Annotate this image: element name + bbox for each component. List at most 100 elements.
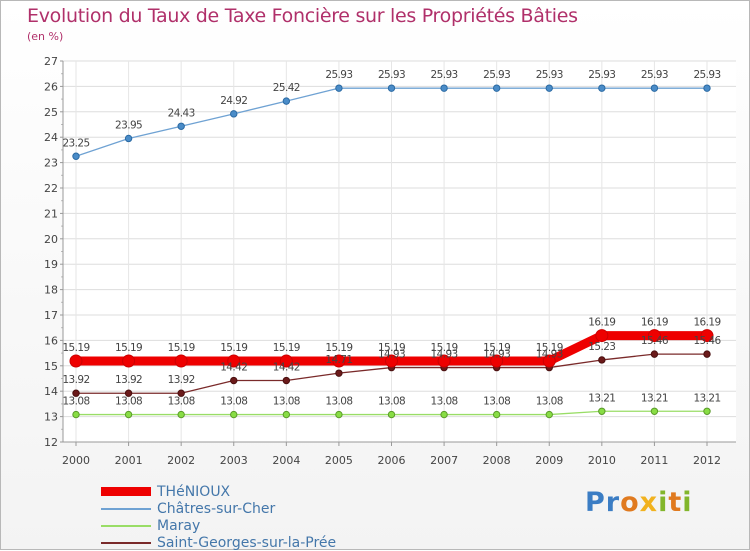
data-point	[332, 354, 346, 368]
data-label: 13.08	[536, 396, 563, 408]
data-label: 14.93	[536, 349, 563, 361]
data-point	[598, 407, 606, 415]
data-label: 14.93	[378, 349, 405, 361]
y-axis-unit: (en %)	[27, 30, 64, 43]
x-tick-label: 2008	[483, 454, 511, 467]
data-label: 25.93	[693, 69, 720, 81]
x-tick-label: 2000	[62, 454, 90, 467]
data-point	[282, 376, 291, 385]
y-tick-label: 21	[44, 207, 58, 220]
data-point	[700, 329, 714, 343]
data-point	[650, 407, 659, 415]
x-tick-label: 2005	[325, 454, 353, 467]
x-tick-label: 2011	[640, 454, 668, 467]
y-tick-label: 14	[44, 385, 58, 398]
data-point	[598, 84, 606, 92]
y-tick-label: 17	[44, 309, 58, 322]
data-point	[282, 97, 291, 105]
y-tick-label: 13	[44, 411, 58, 424]
data-label: 14.93	[483, 349, 510, 361]
data-point	[440, 410, 448, 419]
data-label: 15.19	[273, 342, 300, 354]
proxiti-logo: Proxiti	[585, 487, 693, 518]
data-point	[177, 410, 185, 419]
data-label: 13.08	[220, 396, 247, 408]
data-label: 16.19	[693, 317, 720, 329]
data-label: 13.08	[431, 396, 458, 408]
y-tick-label: 26	[44, 80, 58, 93]
data-point	[335, 369, 343, 377]
x-tick-label: 2007	[430, 454, 458, 467]
legend-label: Châtres-sur-Cher	[157, 500, 276, 517]
y-tick-label: 12	[44, 436, 58, 449]
data-point	[545, 410, 553, 419]
y-tick-label: 20	[44, 233, 58, 246]
data-point	[124, 389, 133, 397]
data-point	[124, 410, 133, 419]
data-point	[387, 410, 396, 419]
legend-label: Saint-Georges-sur-la-Prée	[157, 534, 337, 551]
y-tick-label: 27	[44, 55, 58, 68]
data-label: 13.92	[115, 374, 142, 386]
data-label: 15.19	[325, 342, 352, 354]
data-point	[282, 410, 291, 419]
data-point	[230, 376, 238, 385]
data-label: 25.93	[378, 69, 405, 81]
legend-swatch	[101, 524, 151, 527]
data-label: 13.08	[62, 396, 89, 408]
data-point	[492, 410, 501, 419]
data-point	[650, 84, 659, 92]
data-point	[230, 410, 238, 419]
data-point	[647, 329, 661, 343]
data-label: 15.46	[641, 335, 669, 347]
x-tick-label: 2009	[535, 454, 563, 467]
x-tick-label: 2001	[115, 454, 143, 467]
data-label: 13.08	[483, 396, 510, 408]
x-tick-label: 2010	[588, 454, 616, 467]
data-point	[703, 84, 711, 92]
data-label: 25.93	[431, 69, 458, 81]
logo-part: i	[682, 487, 693, 518]
data-point	[335, 84, 343, 92]
data-label: 13.08	[325, 396, 352, 408]
y-tick-label: 22	[44, 182, 58, 195]
data-point	[650, 350, 659, 358]
data-point	[490, 354, 504, 368]
data-label: 13.08	[378, 396, 405, 408]
legend-label: Maray	[157, 517, 201, 534]
data-label: 15.19	[62, 342, 89, 354]
data-label: 15.19	[168, 342, 195, 354]
x-tick-label: 2006	[378, 454, 406, 467]
data-point	[492, 84, 501, 92]
data-label: 16.19	[588, 317, 615, 329]
data-label: 16.19	[641, 317, 668, 329]
legend-swatch	[101, 507, 151, 510]
legend-label: THéNIOUX	[157, 483, 231, 500]
data-label: 13.21	[588, 392, 615, 404]
chart-title: Evolution du Taux de Taxe Foncière sur l…	[27, 5, 578, 27]
y-tick-label: 24	[44, 131, 58, 144]
data-label: 13.21	[693, 392, 720, 404]
data-point	[440, 84, 448, 92]
data-label: 15.19	[378, 342, 405, 354]
data-label: 15.19	[483, 342, 510, 354]
legend: THéNIOUX Châtres-sur-Cher Maray Saint-Georg…	[101, 483, 336, 551]
data-label: 15.19	[431, 342, 458, 354]
x-tick-label: 2012	[693, 454, 721, 467]
data-point	[595, 329, 609, 343]
data-point	[387, 84, 396, 92]
logo-part: i	[658, 487, 669, 518]
data-label: 13.08	[168, 396, 195, 408]
data-point	[227, 354, 241, 368]
data-point	[335, 410, 343, 419]
data-label: 15.23	[588, 341, 615, 353]
data-point	[598, 356, 606, 364]
y-tick-label: 15	[44, 360, 58, 373]
logo-part: Pr	[585, 487, 621, 518]
data-point	[177, 122, 185, 130]
data-point	[69, 354, 83, 368]
data-label: 13.08	[115, 396, 142, 408]
data-label: 24.43	[168, 107, 195, 119]
data-label: 14.42	[220, 362, 247, 374]
